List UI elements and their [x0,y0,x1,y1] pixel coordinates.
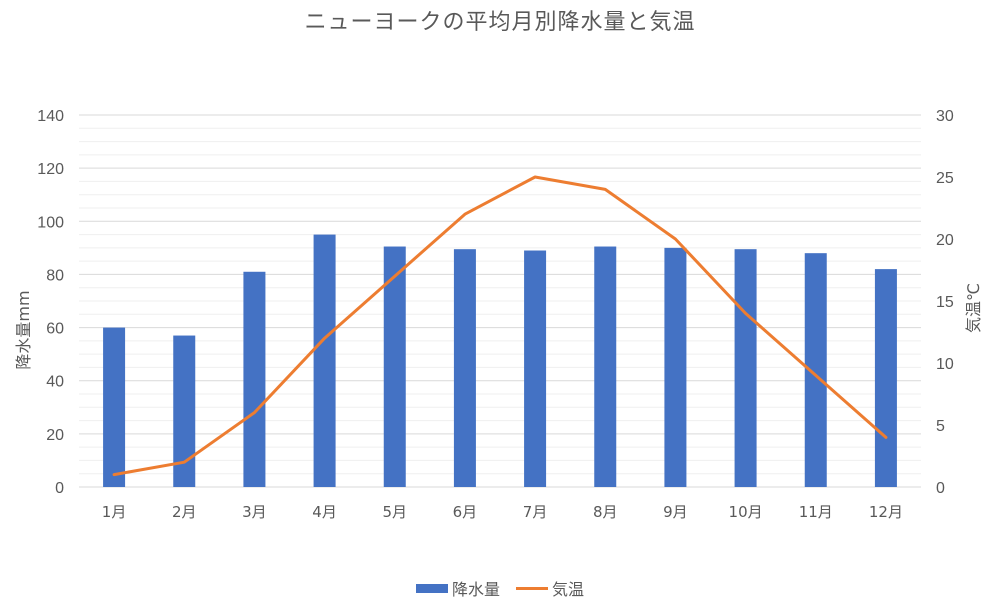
bar-precipitation[interactable] [804,253,827,487]
bar-precipitation[interactable] [664,247,687,487]
bar-precipitation[interactable] [173,335,196,487]
legend-label-temperature: 気温 [552,580,585,599]
x-tick-label: 4月 [312,503,337,521]
left-tick-label: 20 [46,427,64,444]
bar-precipitation[interactable] [383,246,406,487]
bar-precipitation[interactable] [313,234,336,487]
x-tick-label: 6月 [453,503,478,521]
x-tick-label: 11月 [799,503,833,521]
bar-precipitation[interactable] [243,271,266,487]
left-tick-label: 80 [46,267,64,284]
left-tick-label: 140 [37,108,64,125]
x-tick-label: 3月 [242,503,267,521]
x-tick-label: 12月 [869,503,903,521]
left-tick-label: 100 [37,214,64,231]
left-tick-label: 0 [55,480,64,497]
left-tick-label: 120 [37,161,64,178]
legend-label-precipitation: 降水量 [451,580,500,599]
bar-precipitation[interactable] [874,269,897,487]
legend: 降水量 気温 [0,576,1000,600]
line-temperature[interactable] [112,175,888,477]
x-tick-label: 2月 [172,503,197,521]
right-tick-label: 30 [936,108,954,125]
bar-precipitation[interactable] [453,249,476,487]
left-tick-label: 40 [46,374,64,391]
left-tick-label: 60 [46,321,64,338]
x-tick-label: 10月 [729,503,763,521]
bar-precipitation[interactable] [594,246,617,487]
x-tick-label: 8月 [593,503,618,521]
x-tick-label: 5月 [382,503,407,521]
right-tick-label: 5 [936,418,945,435]
bar-precipitation[interactable] [734,249,757,487]
right-axis-label: 気温℃ [964,283,983,333]
right-tick-label: 25 [936,170,954,187]
right-tick-label: 20 [936,232,954,249]
x-tick-label: 7月 [523,503,548,521]
x-tick-label: 9月 [663,503,688,521]
left-axis-label: 降水量mm [14,290,33,370]
legend-item-precipitation[interactable]: 降水量 [415,576,500,600]
bar-precipitation[interactable] [524,250,547,487]
right-tick-label: 15 [936,294,954,311]
legend-item-temperature[interactable]: 気温 [516,576,584,600]
bar-swatch-icon [415,583,448,593]
x-tick-label: 1月 [102,503,127,521]
right-tick-label: 0 [936,480,945,497]
right-tick-label: 10 [936,356,954,373]
chart-title: ニューヨークの平均月別降水量と気温 [304,10,696,35]
line-swatch-icon [516,586,548,590]
bar-precipitation[interactable] [103,327,126,487]
